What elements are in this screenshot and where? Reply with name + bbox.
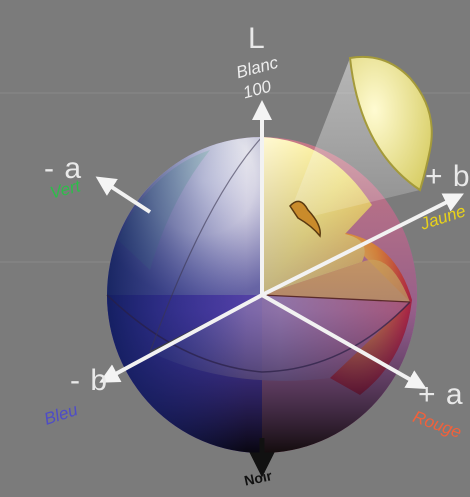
axis-a-pos: [261, 293, 427, 389]
axis-a-pos-symbol: + a: [418, 378, 464, 411]
axis-l-symbol: L: [248, 22, 266, 55]
axis-b-pos-symbol: + b: [425, 160, 470, 193]
equator-arc: [106, 294, 411, 373]
hue-wedge: [348, 55, 433, 192]
axis-a-neg: [95, 176, 152, 214]
projection-cone: [292, 58, 420, 218]
meridian-arc: [149, 136, 263, 353]
axis-b-neg: [99, 293, 263, 383]
color-sample-slice: [289, 200, 321, 238]
axis-b-neg-symbol: - b: [70, 364, 109, 397]
axis-b-pos: [261, 193, 464, 297]
cut-edge-right: [261, 294, 411, 303]
axis-a-neg-symbol: - a: [44, 152, 83, 185]
